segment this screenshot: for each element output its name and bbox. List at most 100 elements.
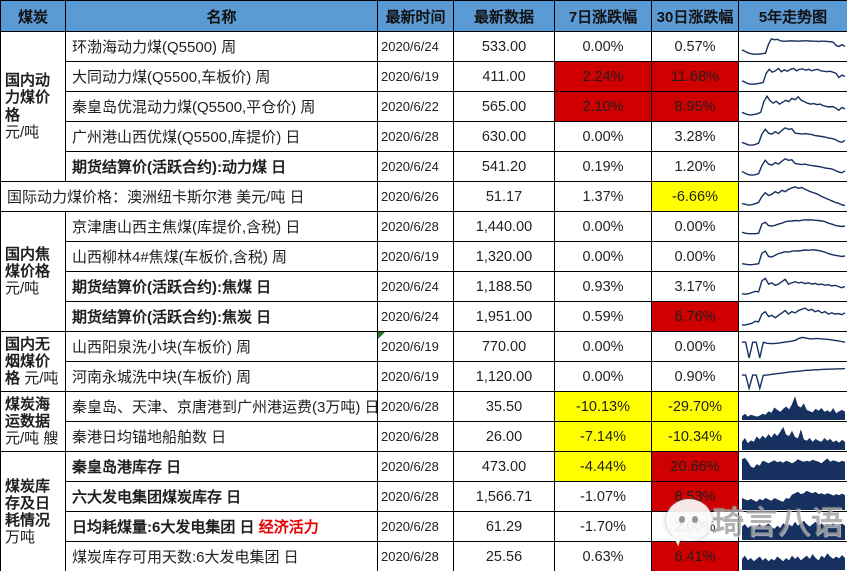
change-7day: 0.00% [554, 331, 652, 362]
trend-cell [738, 61, 847, 92]
change-30day: 0.90% [651, 361, 739, 392]
category-domestic-anthracite-price: 国内无烟煤价格 元/吨 [0, 331, 66, 392]
latest-date: 2020/6/28 [377, 511, 454, 542]
indicator-name-text: 日均耗煤量:6大发电集团 日 [72, 519, 255, 536]
change-7day: 2.10% [554, 91, 652, 122]
change-7day: -4.44% [554, 451, 652, 482]
change-7day: -1.70% [554, 511, 652, 542]
change-7day: 0.63% [554, 541, 652, 571]
indicator-name: 秦皇岛港库存 日 [65, 451, 378, 482]
latest-date: 2020/6/28 [377, 391, 454, 422]
latest-value: 541.20 [453, 151, 555, 182]
table-row: 秦皇岛优混动力煤(Q5500,平仓价) 周 2020/6/22 565.00 2… [1, 91, 847, 122]
sparkline-chart [741, 307, 845, 326]
latest-value: 51.17 [453, 181, 555, 212]
indicator-name: 煤炭库存可用天数:6大发电集团 日 [65, 541, 378, 571]
category-title: 煤炭库存及日耗情况 [5, 477, 51, 530]
indicator-name: 期货结算价(活跃合约):动力煤 日 [65, 151, 378, 182]
category-title: 国内动力煤价格 [5, 72, 51, 124]
table-row: 期货结算价(活跃合约):焦煤 日 2020/6/24 1,188.50 0.93… [1, 271, 847, 302]
latest-date: 2020/6/19 [377, 361, 454, 392]
sparkline-chart [741, 457, 845, 480]
indicator-name: 山西阳泉洗小块(车板价) 周 [65, 331, 378, 362]
column-header-latest-time: 最新时间 [377, 0, 454, 32]
indicator-name: 期货结算价(活跃合约):焦煤 日 [65, 271, 378, 302]
indicator-name: 环渤海动力煤(Q5500) 周 [65, 31, 378, 62]
date-text: 2020/6/19 [381, 339, 439, 354]
change-30day: -6.66% [651, 181, 739, 212]
table-row: 大同动力煤(Q5500,车板价) 周 2020/6/19 411.00 2.24… [1, 61, 847, 92]
category-coal-shipping-data: 煤炭海运数据 元/吨 艘 [0, 391, 66, 452]
change-30day: -10.34% [651, 421, 739, 452]
latest-value: 61.29 [453, 511, 555, 542]
change-30day: 0.00% [651, 211, 739, 242]
latest-date: 2020/6/24 [377, 31, 454, 62]
latest-date: 2020/6/28 [377, 481, 454, 512]
latest-date: 2020/6/22 [377, 91, 454, 122]
change-7day: 0.00% [554, 31, 652, 62]
latest-value: 1,320.00 [453, 241, 555, 272]
change-30day: 3.17% [651, 271, 739, 302]
latest-value: 473.00 [453, 451, 555, 482]
latest-value: 25.56 [453, 541, 555, 571]
latest-value: 630.00 [453, 121, 555, 152]
trend-cell [738, 511, 847, 542]
table-row: 日均耗煤量:6大发电集团 日 经济活力 2020/6/28 61.29 -1.7… [1, 511, 847, 542]
sparkline-chart [741, 426, 845, 450]
latest-value: 770.00 [453, 331, 555, 362]
table-row: 期货结算价(活跃合约):焦炭 日 2020/6/24 1,951.00 0.59… [1, 301, 847, 332]
economic-activity-note: 经济活力 [258, 519, 319, 536]
change-7day: 0.19% [554, 151, 652, 182]
change-30day: -29.70% [651, 391, 739, 422]
category-unit: 万吨 [5, 529, 36, 547]
trend-cell [738, 331, 847, 362]
trend-cell [738, 421, 847, 452]
change-30day: 6.41% [651, 541, 739, 571]
sparkline-chart [741, 219, 845, 235]
table-row: 国内无烟煤价格 元/吨 山西阳泉洗小块(车板价) 周 2020/6/19 770… [0, 331, 847, 392]
latest-date: 2020/6/28 [377, 541, 454, 571]
category-title: 国内无烟煤价格 [5, 335, 51, 388]
latest-value: 35.50 [453, 391, 555, 422]
indicator-name: 秦皇岛、天津、京唐港到广州港运费(3万吨) 日 [65, 391, 378, 422]
change-7day: -7.14% [554, 421, 652, 452]
change-30day: 0.00% [651, 241, 739, 272]
table-row: 广州港山西优煤(Q5500,库提价) 日 2020/6/28 630.00 0.… [1, 121, 847, 152]
table-row: 煤炭库存可用天数:6大发电集团 日 2020/6/28 25.56 0.63% … [1, 541, 847, 571]
latest-value: 1,440.00 [453, 211, 555, 242]
trend-cell [738, 31, 847, 62]
sparkline-chart [741, 336, 845, 359]
trend-cell [738, 361, 847, 392]
indicator-name: 秦港日均锚地船舶数 日 [65, 421, 378, 452]
change-30day: 8.53% [651, 481, 739, 512]
change-30day: 2.00% [651, 511, 739, 542]
sparkline-chart [741, 367, 845, 391]
table-row: 六大发电集团煤炭库存 日 2020/6/28 1,566.71 -1.07% 8… [1, 481, 847, 512]
table-row: 煤炭库存及日耗情况 万吨 秦皇岛港库存 日 2020/6/28 473.00 -… [0, 451, 847, 571]
sparkline-chart [741, 37, 845, 55]
trend-cell [738, 301, 847, 332]
latest-date: 2020/6/28 [377, 451, 454, 482]
indicator-name-international-thermal-coal: 国际动力煤价格：澳洲纽卡斯尔港 美元/吨 日 [0, 181, 378, 212]
change-30day: 3.28% [651, 121, 739, 152]
latest-value: 1,188.50 [453, 271, 555, 302]
table-row: 秦港日均锚地船舶数 日 2020/6/28 26.00 -7.14% -10.3… [1, 421, 847, 452]
sparkline-chart [741, 277, 845, 295]
indicator-name: 日均耗煤量:6大发电集团 日 经济活力 [65, 511, 378, 542]
sparkline-chart [741, 186, 845, 207]
excel-error-flag-icon [378, 332, 385, 339]
latest-date: 2020/6/19 [377, 61, 454, 92]
trend-cell [738, 541, 847, 571]
sparkline-chart [741, 553, 845, 570]
latest-date: 2020/6/28 [377, 121, 454, 152]
change-7day: 1.37% [554, 181, 652, 212]
latest-date: 2020/6/24 [377, 151, 454, 182]
trend-cell [738, 91, 847, 122]
latest-value: 26.00 [453, 421, 555, 452]
table-row: 期货结算价(活跃合约):动力煤 日 2020/6/24 541.20 0.19%… [1, 151, 847, 182]
category-unit: 元/吨 [24, 370, 59, 388]
change-30day: 0.57% [651, 31, 739, 62]
latest-value: 533.00 [453, 31, 555, 62]
column-header-name: 名称 [65, 0, 378, 32]
